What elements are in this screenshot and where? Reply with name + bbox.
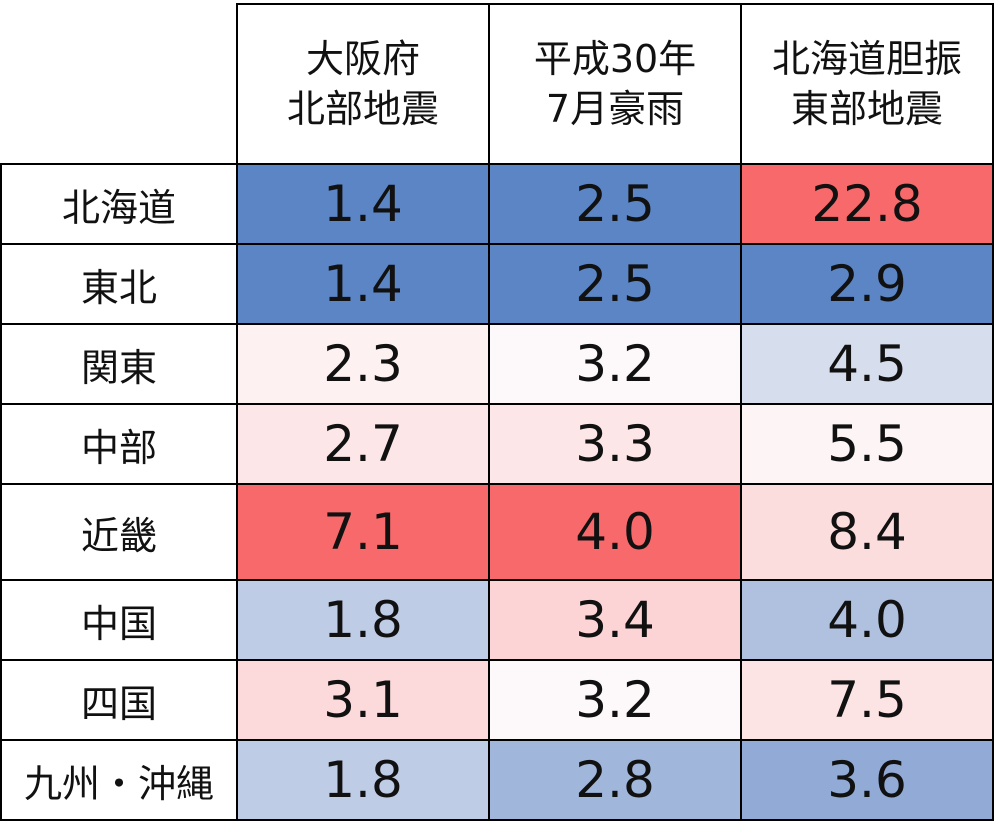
heatmap-cell: 4.0	[740, 579, 994, 661]
table-row: 中国 1.8 3.4 4.0	[0, 579, 994, 661]
heatmap-cell: 2.7	[236, 403, 490, 485]
column-header-line: 7月豪雨	[545, 87, 685, 131]
table-row: 近畿 7.1 4.0 8.4	[0, 483, 994, 581]
heatmap-cell: 2.8	[488, 739, 742, 821]
heatmap-cell: 8.4	[740, 483, 994, 581]
table-row: 東北 1.4 2.5 2.9	[0, 243, 994, 325]
table-row: 九州・沖縄 1.8 2.8 3.6	[0, 739, 994, 821]
row-header: 東北	[0, 243, 238, 325]
table-row: 関東 2.3 3.2 4.5	[0, 323, 994, 405]
column-header-line: 北海道胆振	[771, 37, 962, 81]
row-header: 中部	[0, 403, 238, 485]
heatmap-cell: 3.6	[740, 739, 994, 821]
table-row: 北海道 1.4 2.5 22.8	[0, 163, 994, 245]
heatmap-cell: 7.1	[236, 483, 490, 581]
row-header: 近畿	[0, 483, 238, 581]
heatmap-cell: 3.1	[236, 659, 490, 741]
heatmap-cell: 1.4	[236, 163, 490, 245]
heatmap-cell: 3.4	[488, 579, 742, 661]
column-header: 北海道胆振 東部地震	[740, 3, 994, 165]
heatmap-cell: 5.5	[740, 403, 994, 485]
heatmap-table: 大阪府 北部地震 平成30年 7月豪雨 北海道胆振 東部地震 北海道 1.4 2.5…	[0, 3, 994, 821]
heatmap-cell: 3.2	[488, 323, 742, 405]
heatmap-cell: 4.5	[740, 323, 994, 405]
column-header: 大阪府 北部地震	[236, 3, 490, 165]
header-row: 大阪府 北部地震 平成30年 7月豪雨 北海道胆振 東部地震	[1, 3, 994, 165]
heatmap-cell: 22.8	[740, 163, 994, 245]
heatmap-cell: 1.8	[236, 739, 490, 821]
row-header: 九州・沖縄	[0, 739, 238, 821]
heatmap-cell: 1.8	[236, 579, 490, 661]
heatmap-cell: 2.9	[740, 243, 994, 325]
heatmap-cell: 2.5	[488, 163, 742, 245]
heatmap-cell: 7.5	[740, 659, 994, 741]
row-header: 中国	[0, 579, 238, 661]
heatmap-cell: 2.5	[488, 243, 742, 325]
heatmap-cell: 3.3	[488, 403, 742, 485]
corner-cell	[1, 4, 238, 165]
heatmap-cell: 2.3	[236, 323, 490, 405]
column-header: 平成30年 7月豪雨	[488, 3, 742, 165]
heatmap-cell: 3.2	[488, 659, 742, 741]
column-header-line: 大阪府	[305, 37, 420, 81]
column-header-line: 北部地震	[286, 87, 439, 131]
heatmap-cell: 1.4	[236, 243, 490, 325]
heatmap-body: 北海道 1.4 2.5 22.8 東北 1.4 2.5 2.9 関東 2.3 3.2 4.5 中部 2.7…	[0, 163, 994, 821]
row-header: 北海道	[0, 163, 238, 245]
row-header: 四国	[0, 659, 238, 741]
heatmap-cell: 4.0	[488, 483, 742, 581]
column-header-line: 平成30年	[533, 37, 697, 81]
row-header: 関東	[0, 323, 238, 405]
column-header-line: 東部地震	[790, 87, 943, 131]
table-row: 中部 2.7 3.3 5.5	[0, 403, 994, 485]
table-row: 四国 3.1 3.2 7.5	[0, 659, 994, 741]
